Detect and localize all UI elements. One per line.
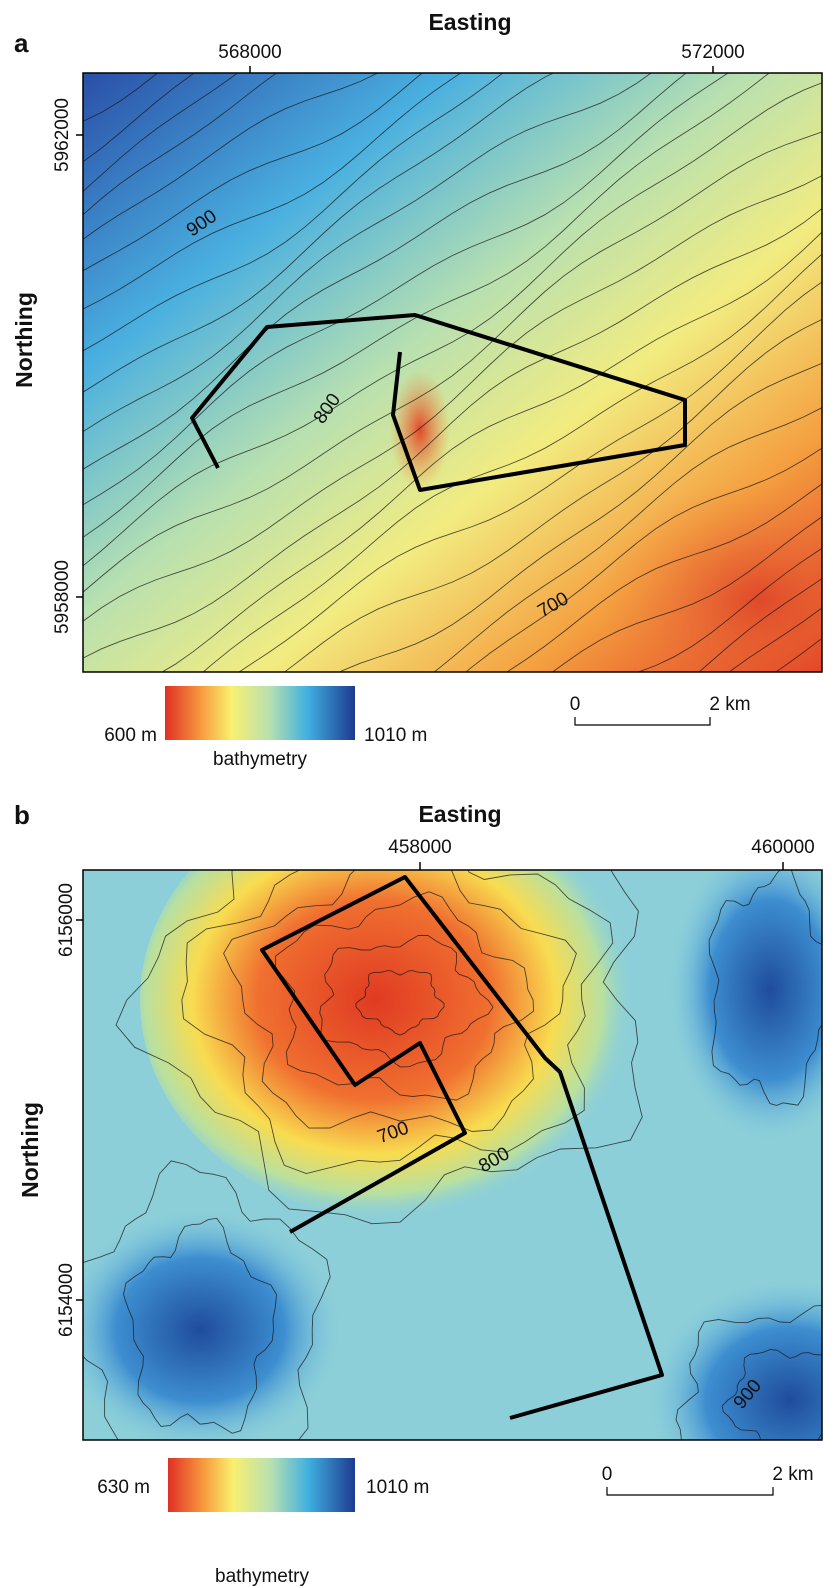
x-tick-label: 458000 [388, 837, 451, 858]
colorbar-min: 630 m [97, 1477, 150, 1498]
x-tick-label: 572000 [681, 42, 744, 63]
map-b [60, 774, 834, 1520]
x-axis-title: Easting [418, 801, 501, 827]
scale-start: 0 [602, 1464, 613, 1485]
panel-label: b [14, 800, 30, 830]
colorbar-max: 1010 m [366, 1477, 429, 1498]
panel-label: a [14, 28, 29, 58]
scale-start: 0 [570, 694, 581, 715]
x-axis-title: Easting [428, 9, 511, 35]
figure: a Easting 568000 572000 Northing 5962000… [0, 0, 834, 1588]
x-tick-label: 568000 [218, 42, 281, 63]
scale-bar [575, 717, 710, 725]
colorbar [165, 686, 355, 740]
scale-end: 2 km [709, 694, 750, 715]
y-axis-title: Northing [17, 1102, 43, 1198]
y-tick-label: 5958000 [52, 560, 73, 634]
y-tick-label: 6156000 [56, 883, 77, 957]
colorbar [168, 1458, 355, 1512]
colorbar-title: bathymetry [213, 749, 307, 770]
y-tick-label: 5962000 [52, 98, 73, 172]
colorbar-title: bathymetry [215, 1566, 309, 1587]
x-tick-label: 460000 [751, 837, 814, 858]
scale-end: 2 km [772, 1464, 813, 1485]
y-tick-label: 6154000 [56, 1263, 77, 1337]
colorbar-min: 600 m [104, 725, 157, 746]
colorbar-max: 1010 m [364, 725, 427, 746]
y-axis-title: Northing [11, 292, 37, 388]
scale-bar [607, 1487, 773, 1495]
